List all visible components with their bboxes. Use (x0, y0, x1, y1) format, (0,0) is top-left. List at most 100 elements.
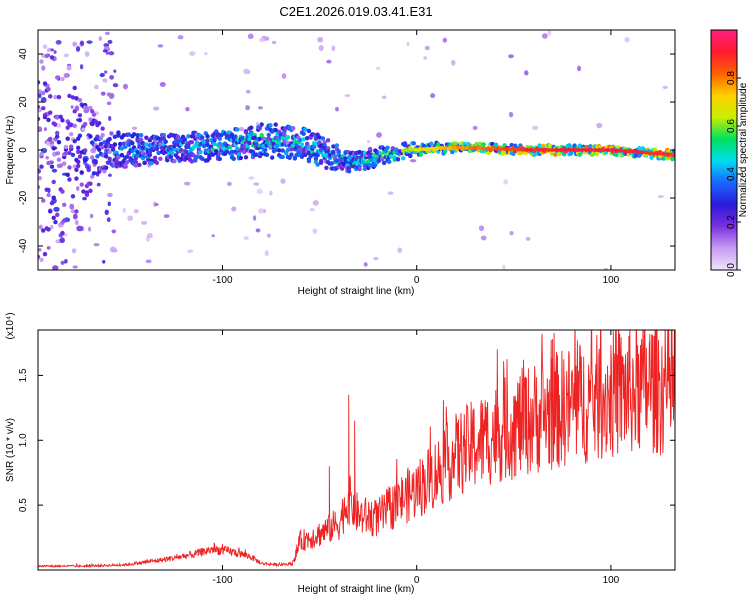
spectrogram-peak-cell (404, 148, 410, 152)
spectrogram-cell (200, 135, 205, 140)
spectrogram-noise-cell (281, 73, 287, 80)
spectrogram-cell (65, 73, 70, 78)
spectrogram-cell (72, 164, 77, 169)
spectrogram-cell (231, 156, 236, 161)
spectrogram-cell (144, 135, 149, 140)
spectrogram-cell (191, 153, 196, 158)
spectrogram-x-tick-label: -100 (212, 275, 232, 286)
spectrogram-cell (86, 167, 91, 173)
spectrogram-cell (224, 149, 229, 154)
spectrogram-cell (395, 157, 401, 162)
spectrogram-noise-cell (376, 132, 382, 138)
spectrogram-x-axis-label: Height of straight line (km) (298, 286, 415, 297)
spectrogram-cell (38, 116, 41, 122)
spectrogram-cell (292, 156, 298, 161)
spectrogram-noise-cell (211, 234, 216, 238)
spectrogram-cell (205, 134, 210, 139)
spectrogram-noise-cell (38, 248, 42, 252)
spectrogram-cell (95, 154, 100, 159)
spectrogram-noise-cell (104, 209, 109, 216)
spectrogram-peak-cell (596, 148, 603, 152)
spectrogram-cell (198, 149, 203, 155)
spectrogram-noise-cell (248, 176, 255, 180)
spectrogram-noise-cell (109, 246, 117, 253)
spectrogram-peak-cell (408, 147, 415, 152)
spectrogram-noise-cell (317, 36, 324, 43)
spectrogram-noise-cell (280, 178, 286, 184)
spectrogram-cell (411, 141, 416, 146)
spectrogram-cell (41, 90, 46, 96)
spectrogram-cell (182, 137, 188, 142)
spectrogram-cell (254, 152, 259, 157)
spectrogram-noise-cell (245, 105, 250, 111)
spectrogram-cell (105, 160, 111, 165)
spectrogram-cell (46, 86, 51, 92)
spectrogram-cell (53, 219, 58, 225)
colorbar-frame (710, 29, 738, 271)
spectrogram-cell (493, 142, 499, 147)
spectrogram-peak-cell (515, 147, 521, 152)
spectrogram-cell (38, 89, 42, 94)
spectrogram-cell (82, 148, 88, 153)
spectrogram-cell (46, 117, 51, 123)
spectrogram-noise-cell (52, 265, 59, 270)
spectrogram-cell (149, 160, 154, 166)
spectrogram-peak-cell (553, 148, 560, 152)
spectrogram-cell (42, 44, 48, 49)
spectrogram-peak-cell (536, 148, 543, 152)
spectrogram-noise-cell (503, 179, 509, 185)
spectrogram-cell (124, 159, 130, 165)
spectrogram-noise-cell (98, 36, 102, 41)
spectrogram-cell (112, 134, 118, 139)
spectrogram-noise-cell (60, 260, 65, 265)
spectrogram-cell (38, 80, 41, 85)
spectrogram-cell (388, 154, 394, 159)
spectrogram-cell (289, 152, 294, 157)
spectrogram-cell (568, 151, 574, 156)
spectrogram-cell (270, 155, 275, 160)
spectrogram-cell (135, 132, 140, 138)
spectrogram-noise-cell (79, 64, 84, 70)
spectrogram-noise-cell (508, 54, 514, 59)
spectrogram-peak-cell (613, 148, 620, 153)
spectrogram-cell (273, 127, 278, 133)
snr-x-tick-label: 100 (603, 575, 620, 586)
spectrogram-cell (362, 166, 368, 171)
spectrogram-cell (81, 127, 86, 132)
spectrogram-y-tick-label: -20 (18, 190, 29, 205)
spectrogram-cell (242, 145, 247, 150)
spectrogram-cell (55, 130, 60, 136)
spectrogram-noise-cell (86, 40, 93, 44)
spectrogram-noise-cell (51, 168, 58, 173)
spectrogram-noise-cell (159, 82, 166, 87)
spectrogram-cell (273, 147, 278, 152)
spectrogram-cell (46, 227, 51, 232)
spectrogram-cell (346, 169, 352, 174)
spectrogram-noise-cell (266, 233, 271, 238)
spectrogram-noise-cell (107, 201, 112, 207)
spectrogram-cell (76, 149, 81, 155)
spectrogram-y-axis-label: Frequency (Hz) (5, 116, 16, 185)
spectrogram-cell (107, 156, 112, 162)
spectrogram-cell (325, 146, 331, 151)
spectrogram-cell (567, 143, 572, 148)
spectrogram-noise-cell (76, 225, 83, 232)
spectrogram-cell (385, 145, 390, 150)
spectrogram-noise-cell (480, 235, 487, 241)
spectrogram-cell (584, 144, 590, 150)
spectrogram-cell (147, 149, 153, 155)
snr-y-multiplier: (x10⁴) (5, 312, 16, 339)
spectrogram-cell (116, 131, 121, 136)
spectrogram-cell (322, 140, 327, 145)
spectrogram-cell (247, 140, 252, 146)
spectrogram-noise-cell (108, 173, 112, 177)
spectrogram-cell (51, 215, 56, 221)
spectrogram-cell (38, 254, 41, 260)
spectrogram-noise-cell (502, 264, 506, 270)
spectrogram-cell (289, 147, 294, 152)
spectrogram-noise-cell (154, 202, 159, 207)
spectrogram-peak-cell (528, 148, 534, 152)
spectrogram-noise-cell (89, 213, 94, 219)
spectrogram-cell (135, 153, 140, 159)
spectrogram-cell (103, 154, 109, 159)
